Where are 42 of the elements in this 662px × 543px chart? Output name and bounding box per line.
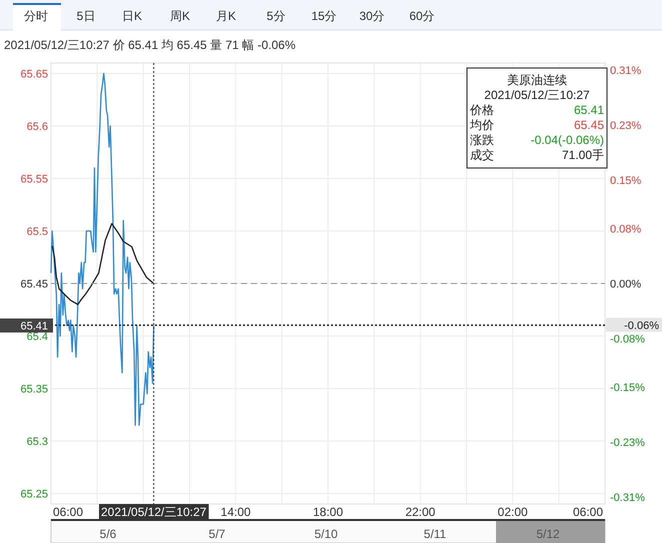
y2-tick-label: 0.00%: [610, 278, 642, 290]
y2-tick-label: -0.23%: [610, 436, 646, 449]
y-tick-label: 65.3: [26, 436, 48, 448]
x-tick-label: 06:00: [572, 505, 604, 519]
ref-line-label: 2021/05/12/三10:27: [101, 505, 207, 519]
y2-tick-label: 0.23%: [610, 120, 642, 132]
annotation: 65.45: [574, 118, 604, 132]
line-series: [52, 223, 154, 306]
x-tick-label: 14:00: [220, 505, 252, 519]
y-tick-label: 65.25: [20, 488, 48, 500]
annotation: 65.41: [574, 103, 604, 117]
y-tick-label: 65.4: [26, 331, 48, 343]
x-tick-label: 22:00: [405, 505, 436, 519]
annotation: 成交: [470, 148, 494, 162]
navigator: 5/6 5/7 5/10 5/11 5/12: [50, 519, 606, 543]
y-tick-label: 65.55: [20, 174, 48, 186]
y2-tick-label: -0.08%: [610, 334, 646, 346]
x-tick-label: 02:00: [498, 505, 528, 519]
annotation: 均价: [469, 118, 494, 132]
x-tick-label: 18:00: [312, 505, 344, 519]
ref-line-label: 65.41: [20, 320, 48, 332]
y2-tick-label: 0.15%: [610, 175, 642, 188]
annotation: 71.00手: [562, 148, 604, 162]
y2-tick-label: 0.08%: [610, 223, 642, 236]
annotation: -0.04(-0.06%): [530, 133, 604, 147]
tabs: 分时 5日 日K 周K 月K 5分 15分 30分 60分: [0, 0, 662, 31]
y-tick-label: 65.35: [20, 384, 48, 396]
y-tick-label: 65.45: [20, 278, 48, 290]
text: 2021/05/12/三10:27 价 65.41 均 65.45 量 71 幅 -0.06%: [4, 38, 296, 52]
annotation: 价格: [469, 103, 494, 117]
y2-tick-label: -0.15%: [610, 382, 646, 394]
y-tick-label: 65.5: [26, 226, 48, 238]
line-series: [50, 72, 154, 426]
ref-line-label: -0.06%: [624, 320, 660, 332]
y2-tick-label: -0.31%: [610, 492, 646, 504]
y2-tick-label: 0.31%: [610, 64, 642, 77]
y-tick-label: 65.6: [26, 121, 48, 133]
annotation: 2021/05/12/三10:27: [484, 88, 590, 102]
annotation: 美原油连续: [507, 73, 567, 87]
annotation: 涨跌: [470, 133, 494, 147]
y-tick-label: 65.65: [20, 68, 48, 80]
x-tick-label: 06:00: [53, 505, 84, 519]
